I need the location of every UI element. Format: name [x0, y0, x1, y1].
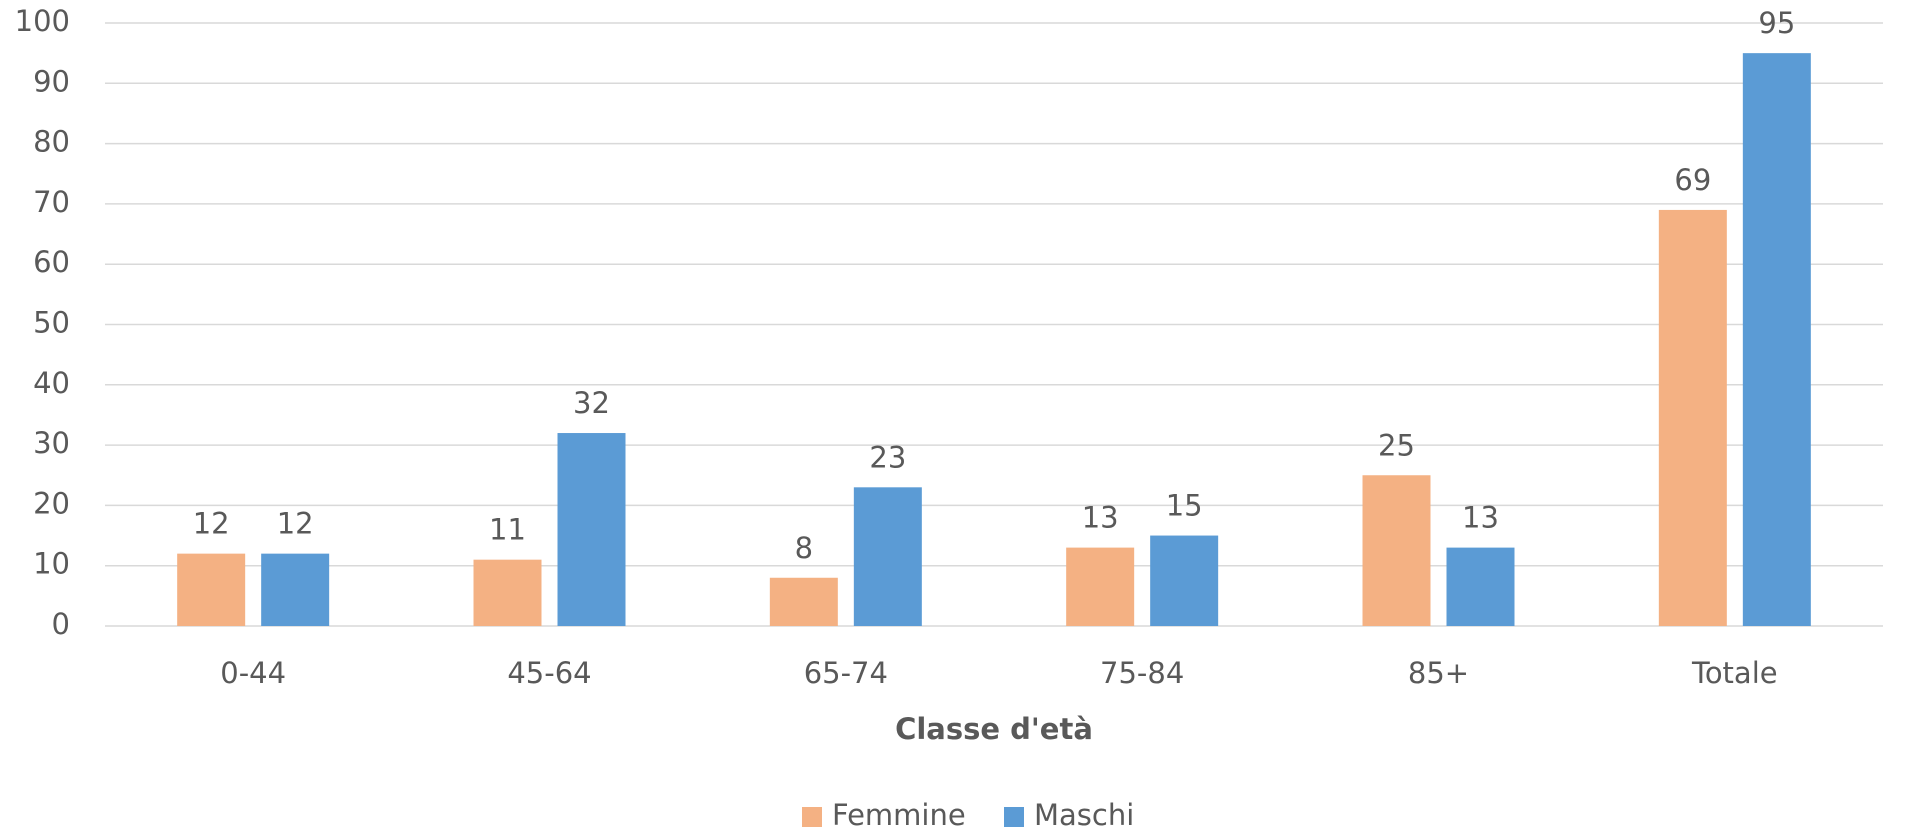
- data-label: 25: [1378, 428, 1415, 462]
- x-axis-title: Classe d'età: [895, 712, 1093, 746]
- x-tick-label: 65-74: [804, 656, 888, 690]
- x-tick-label: 75-84: [1100, 656, 1184, 690]
- bar: [1658, 209, 1727, 626]
- y-tick-label: 40: [33, 366, 70, 400]
- bar: [473, 559, 542, 626]
- y-tick-label: 80: [33, 125, 70, 159]
- legend-swatch: [1004, 807, 1024, 827]
- bar: [1742, 53, 1811, 626]
- data-label: 11: [489, 513, 526, 547]
- y-tick-label: 20: [33, 486, 70, 520]
- data-label: 13: [1462, 501, 1499, 535]
- data-label: 95: [1758, 6, 1795, 40]
- data-label: 12: [193, 507, 230, 541]
- bar: [769, 577, 838, 626]
- data-label: 69: [1674, 163, 1711, 197]
- data-label: 12: [277, 507, 314, 541]
- y-tick-label: 30: [33, 426, 70, 460]
- legend-label: Maschi: [1034, 798, 1134, 832]
- bar: [1362, 475, 1431, 626]
- bar: [261, 553, 330, 626]
- data-label: 8: [795, 531, 813, 565]
- x-tick-label: 0-44: [220, 656, 286, 690]
- y-tick-label: 10: [33, 547, 70, 581]
- data-label: 32: [573, 386, 610, 420]
- bar: [557, 433, 626, 626]
- data-label: 23: [869, 440, 906, 474]
- bar: [1446, 547, 1515, 626]
- bar: [177, 553, 246, 626]
- x-tick-label: 85+: [1408, 656, 1469, 690]
- legend-swatch: [802, 807, 822, 827]
- y-tick-label: 70: [33, 185, 70, 219]
- bar: [1066, 547, 1135, 626]
- bar: [853, 487, 922, 626]
- legend-label: Femmine: [832, 798, 966, 832]
- y-tick-label: 90: [33, 64, 70, 98]
- y-tick-label: 0: [52, 607, 70, 641]
- y-tick-label: 50: [33, 306, 70, 340]
- x-tick-label: Totale: [1691, 656, 1778, 690]
- data-label: 13: [1082, 501, 1119, 535]
- bar: [1150, 535, 1219, 626]
- y-tick-label: 60: [33, 245, 70, 279]
- y-tick-label: 100: [15, 4, 70, 38]
- x-tick-label: 45-64: [507, 656, 591, 690]
- data-label: 15: [1166, 489, 1203, 523]
